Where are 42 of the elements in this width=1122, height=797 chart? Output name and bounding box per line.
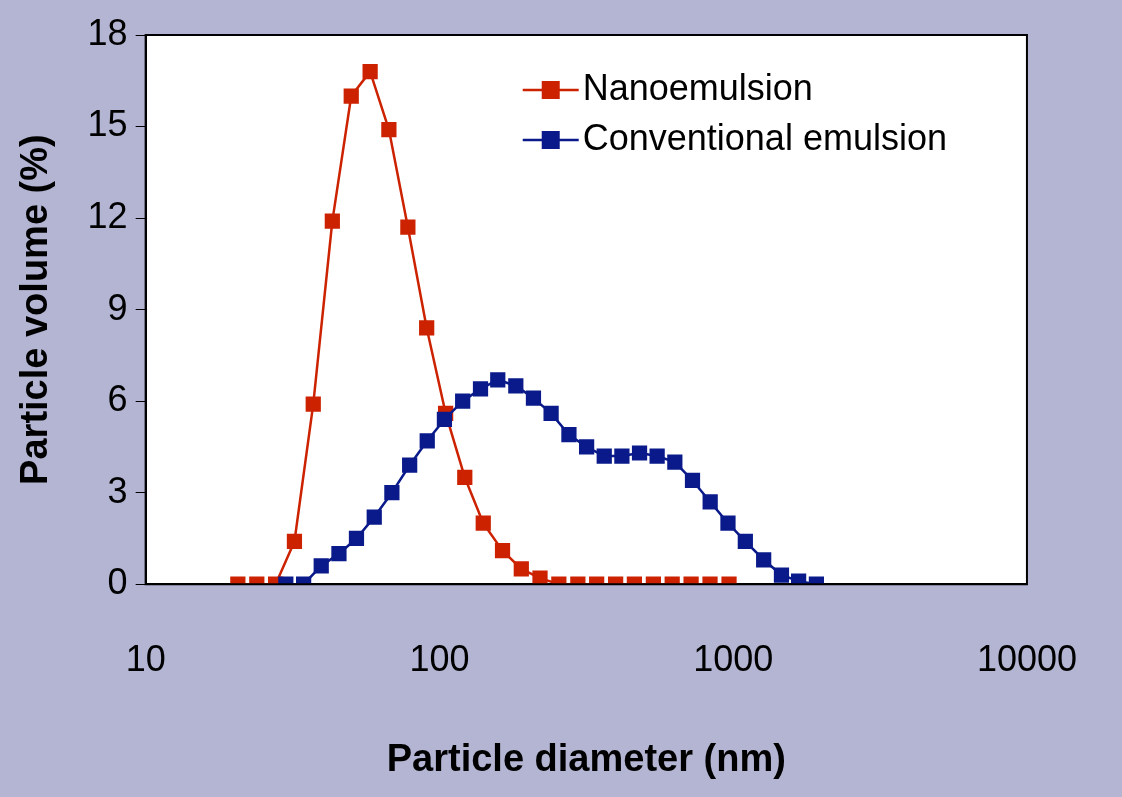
point (667, 454, 683, 470)
point (472, 381, 489, 397)
point (313, 558, 329, 574)
y-tick-label: 15 (87, 103, 128, 145)
x-tick-label: 100 (409, 637, 470, 679)
y-tick-label: 0 (107, 561, 128, 603)
point (419, 433, 435, 449)
point (331, 546, 347, 562)
point (578, 439, 595, 455)
y-axis-title: Particle volume (%) (13, 134, 56, 485)
point (508, 378, 524, 394)
point (455, 393, 471, 409)
point (596, 448, 612, 464)
y-tick-label: 3 (107, 469, 128, 511)
legend-label: Nanoemulsion (582, 66, 813, 108)
point (649, 448, 665, 464)
x-tick-label: 10000 (976, 637, 1077, 679)
point (366, 509, 382, 525)
x-tick-label: 1000 (693, 637, 774, 679)
point (720, 515, 736, 531)
point (561, 427, 577, 443)
y-tick-label: 6 (107, 378, 128, 420)
point (614, 448, 630, 464)
point (684, 472, 701, 489)
point (756, 552, 772, 568)
point (348, 530, 365, 547)
point (525, 390, 542, 406)
legend-label: Conventional emulsion (582, 116, 947, 158)
point (490, 372, 506, 388)
point (773, 567, 790, 583)
y-tick-label: 12 (87, 194, 128, 236)
point (702, 494, 718, 510)
y-tick-label: 9 (107, 286, 128, 328)
x-axis-title: Particle diameter (nm) (386, 736, 786, 779)
point (436, 411, 453, 428)
point (631, 445, 648, 461)
y-tick-label: 18 (87, 11, 128, 53)
point (543, 405, 559, 421)
x-tick-label: 10 (125, 637, 166, 679)
point (737, 533, 753, 550)
point (402, 457, 418, 473)
point (384, 485, 400, 501)
